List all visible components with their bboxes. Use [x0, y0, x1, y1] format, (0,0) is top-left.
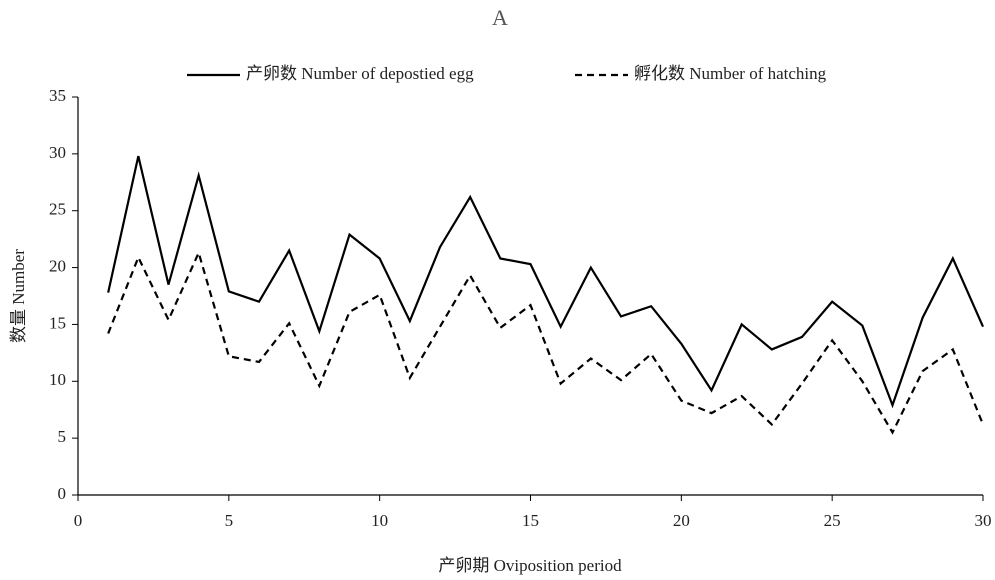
legend-label: 孵化数 Number of hatching	[634, 64, 827, 83]
y-tick-label: 0	[58, 484, 67, 503]
y-tick-label: 5	[58, 427, 67, 446]
legend-label: 产卵数 Number of depostied egg	[246, 64, 474, 83]
x-tick-label: 0	[74, 511, 83, 530]
x-tick-label: 25	[824, 511, 841, 530]
x-tick-label: 5	[225, 511, 234, 530]
x-tick-label: 30	[975, 511, 992, 530]
y-axis-label: 数量 Number	[9, 249, 28, 343]
series-line	[107, 155, 985, 409]
y-tick-label: 35	[49, 86, 66, 105]
y-tick-label: 25	[49, 200, 66, 219]
y-tick-label: 30	[49, 143, 66, 162]
x-tick-label: 15	[522, 511, 539, 530]
y-tick-label: 20	[49, 256, 66, 275]
x-axis-label: 产卵期 Oviposition period	[438, 556, 622, 575]
y-tick-label: 10	[49, 370, 66, 389]
x-tick-label: 20	[673, 511, 690, 530]
x-tick-label: 10	[371, 511, 388, 530]
y-tick-label: 15	[49, 313, 66, 332]
chart-title: A	[492, 5, 508, 30]
